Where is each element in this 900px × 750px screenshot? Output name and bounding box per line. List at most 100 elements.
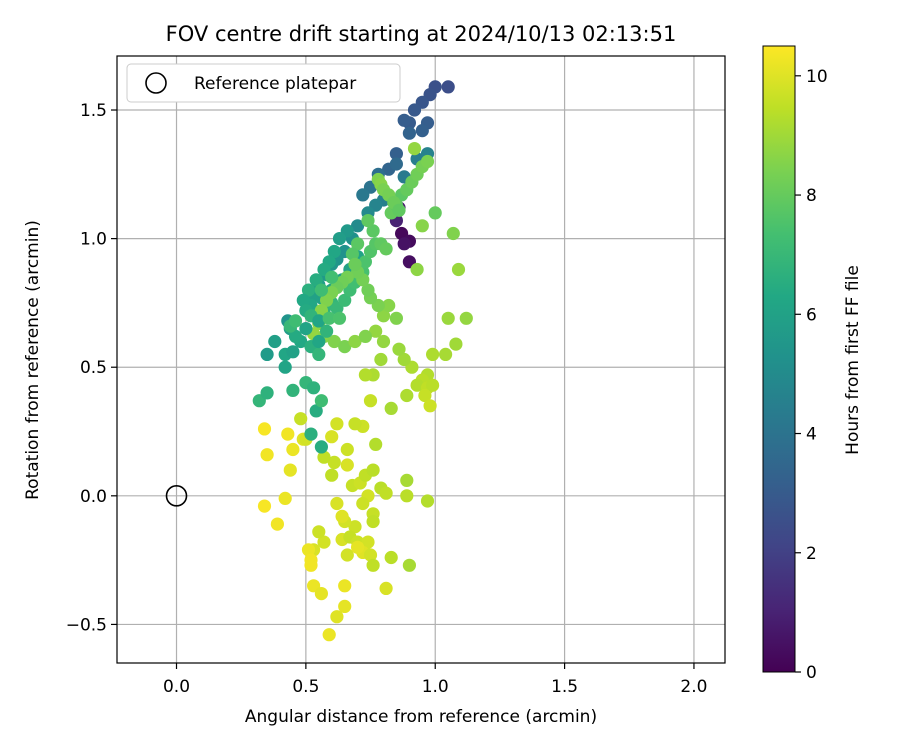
data-point <box>402 558 416 572</box>
data-point <box>379 242 393 256</box>
data-point <box>327 334 341 349</box>
data-point <box>351 219 365 233</box>
data-point <box>322 311 336 325</box>
y-tick-label: 0.5 <box>80 358 107 378</box>
data-point <box>309 273 323 287</box>
data-point <box>441 80 455 94</box>
data-point <box>400 388 414 403</box>
data-point <box>348 257 362 271</box>
data-point <box>410 378 424 392</box>
data-point <box>294 412 308 426</box>
data-point <box>281 427 295 441</box>
data-point <box>312 334 326 349</box>
data-point <box>428 206 442 220</box>
data-point <box>330 496 344 511</box>
data-point <box>338 340 352 354</box>
colorbar-label: Hours from first FF file <box>843 265 863 455</box>
data-point <box>351 540 365 554</box>
data-point <box>309 404 323 418</box>
data-point <box>312 347 326 361</box>
data-point <box>348 417 362 431</box>
data-point <box>366 463 380 477</box>
data-point <box>314 394 328 408</box>
data-point <box>397 352 411 367</box>
colorbar-ticks: 0 2 4 6 8 10 <box>795 67 828 683</box>
x-axis-label: Angular distance from reference (arcmin) <box>245 707 597 727</box>
data-point <box>400 473 414 487</box>
data-point <box>260 386 274 400</box>
data-point <box>446 226 460 241</box>
x-axis: 0.0 0.5 1.0 1.5 2.0 <box>163 663 707 697</box>
legend-box <box>126 63 401 103</box>
data-point <box>379 486 393 500</box>
data-point <box>348 520 362 534</box>
data-point <box>376 309 391 323</box>
data-point <box>392 342 406 356</box>
y-tick-label: −0.5 <box>66 615 107 635</box>
data-point <box>338 293 352 307</box>
data-point <box>397 237 411 251</box>
data-point <box>356 496 370 511</box>
data-point <box>286 345 300 359</box>
data-point <box>449 337 463 351</box>
data-point <box>459 311 473 325</box>
data-point <box>374 352 388 367</box>
data-point <box>257 499 272 513</box>
data-point <box>441 311 455 325</box>
data-point <box>307 381 321 395</box>
data-point <box>369 324 383 338</box>
data-point <box>415 219 429 233</box>
data-points <box>252 80 473 642</box>
data-point <box>366 224 380 238</box>
chart-title: FOV centre drift starting at 2024/10/13 … <box>166 22 677 46</box>
data-point <box>278 491 292 505</box>
data-point <box>325 270 339 284</box>
data-point <box>420 494 435 508</box>
data-point <box>363 394 378 408</box>
data-point <box>384 401 398 415</box>
data-point <box>379 581 393 596</box>
data-point <box>278 360 292 374</box>
data-point <box>351 237 365 251</box>
data-point <box>314 587 328 601</box>
data-point <box>322 628 336 642</box>
data-point <box>327 455 341 469</box>
reference-marker <box>165 485 188 507</box>
data-point <box>358 255 372 269</box>
data-point <box>407 142 422 156</box>
y-tick-label: 1.5 <box>80 101 107 121</box>
data-point <box>286 383 300 397</box>
data-point <box>325 468 339 482</box>
data-point <box>400 489 414 503</box>
data-point <box>317 535 331 549</box>
data-point <box>335 509 349 523</box>
data-point <box>426 347 440 361</box>
data-point <box>426 378 440 392</box>
data-point <box>288 329 303 343</box>
data-point <box>312 525 326 539</box>
data-point <box>260 347 274 361</box>
x-tick-label: 1.5 <box>551 677 578 697</box>
data-point <box>314 440 328 454</box>
data-point <box>304 553 318 567</box>
data-point <box>389 147 403 161</box>
data-point <box>418 388 432 403</box>
data-point <box>439 347 453 361</box>
data-point <box>299 322 313 336</box>
colorbar-tick-label: 0 <box>806 663 817 683</box>
legend-label: Reference platepar <box>194 74 356 94</box>
data-point <box>317 450 331 464</box>
data-point <box>423 399 437 413</box>
y-tick-label: 0.0 <box>80 487 107 507</box>
data-point <box>325 430 339 444</box>
colorbar-tick-label: 4 <box>806 425 817 445</box>
x-tick-label: 0.0 <box>163 677 190 697</box>
data-point <box>283 463 297 477</box>
data-point <box>301 543 316 557</box>
data-point <box>415 124 429 138</box>
data-point <box>338 599 352 614</box>
data-point <box>330 417 344 431</box>
legend-reference-icon <box>145 72 167 94</box>
data-point <box>304 427 318 441</box>
data-point <box>268 334 282 349</box>
